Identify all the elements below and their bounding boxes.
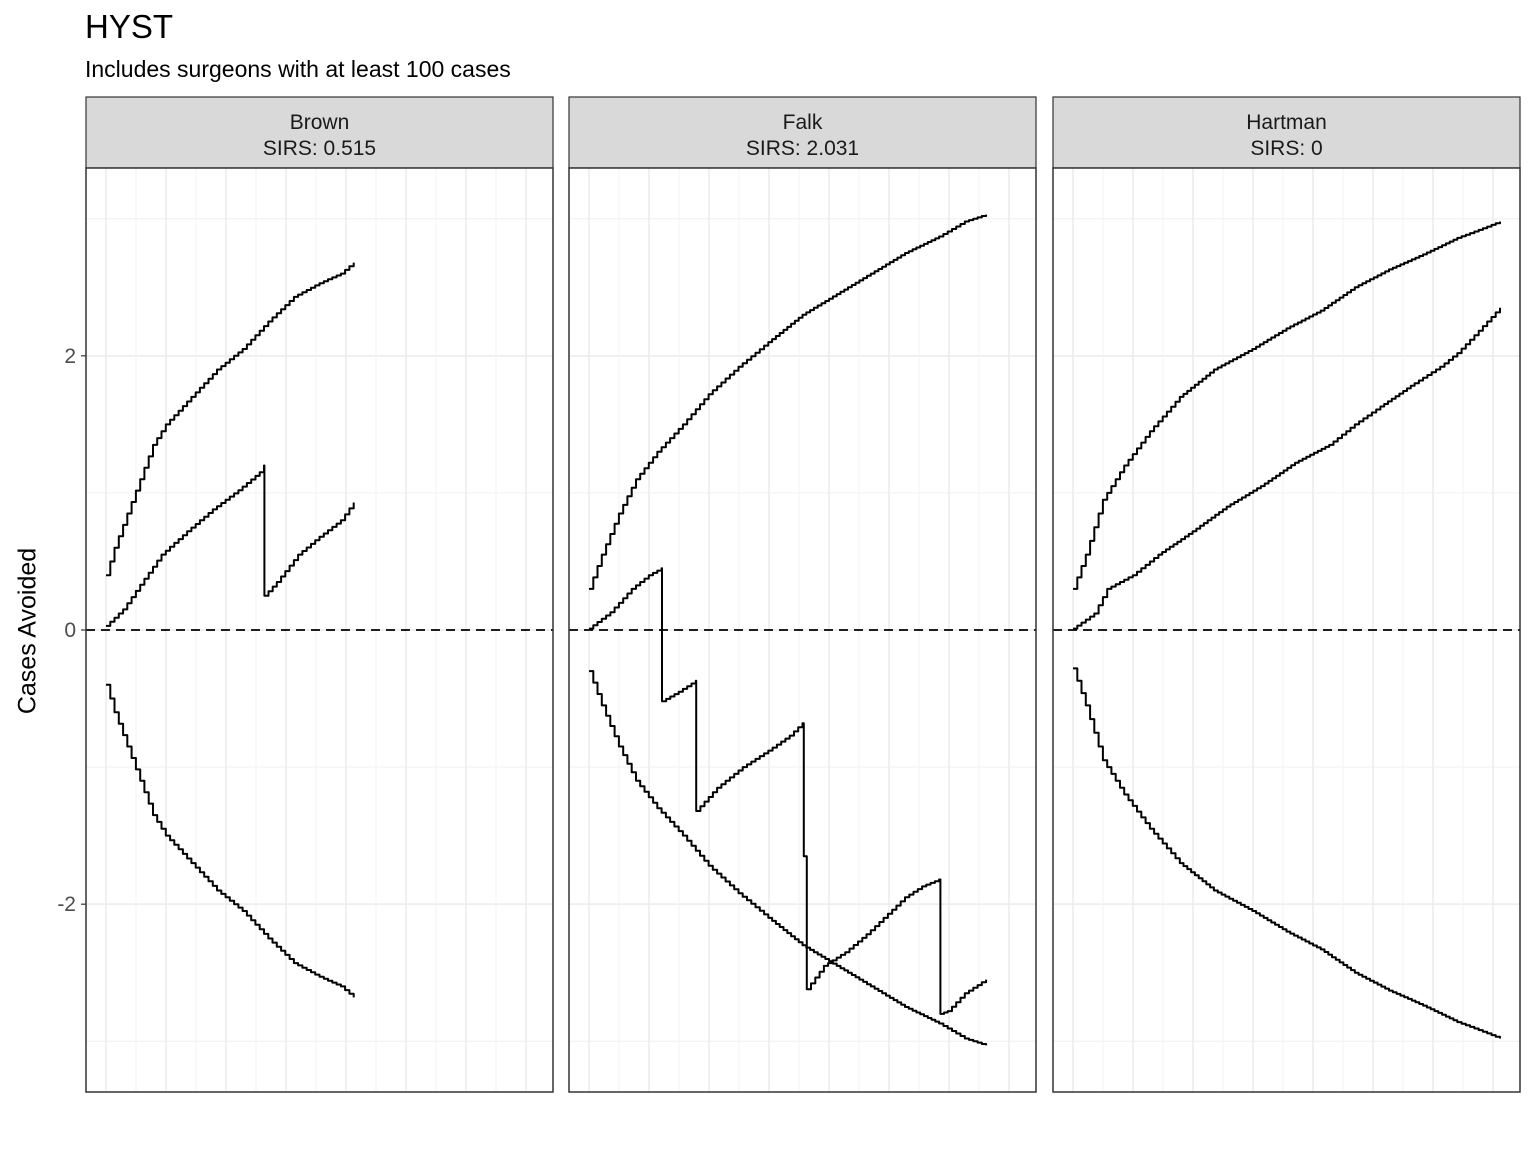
facet-stat: SIRS: 0 xyxy=(1250,137,1322,160)
panel-brown: Brown SIRS: 0.515 xyxy=(86,97,553,1092)
panel-hartman: Hartman SIRS: 0 xyxy=(1053,97,1520,1092)
facet-name: Hartman xyxy=(1246,111,1327,134)
y-axis: -2 0 2 xyxy=(57,345,86,916)
y-tick-label: 0 xyxy=(64,619,76,642)
facet-name: Falk xyxy=(783,111,823,134)
y-tick-label: -2 xyxy=(57,893,76,916)
y-tick-label: 2 xyxy=(64,345,76,368)
facet-name: Brown xyxy=(290,111,350,134)
panel-falk: Falk SIRS: 2.031 xyxy=(569,97,1036,1092)
facet-stat: SIRS: 2.031 xyxy=(746,137,859,160)
facet-stat: SIRS: 0.515 xyxy=(263,137,376,160)
panels: Brown SIRS: 0.515 Falk SIRS: 2.031 Hartman SI… xyxy=(86,97,1520,1092)
